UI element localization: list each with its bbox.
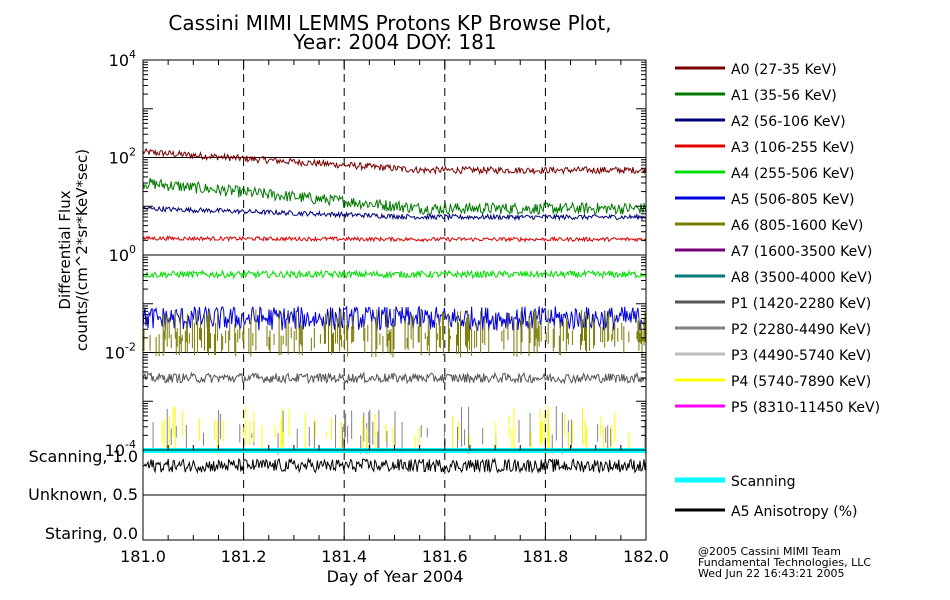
series-a0	[142, 147, 647, 176]
chart-subtitle: Year: 2004 DOY: 181	[292, 30, 496, 54]
lower-legend-label: Scanning	[731, 474, 796, 490]
y-tick-labels: 104 102 100 10-2 10-4	[105, 48, 136, 460]
y-axis-label-line2: counts/(cm^2*sr*KeV*sec)	[73, 149, 91, 351]
y-tick-label: 104	[109, 48, 136, 70]
legend-label: A6 (805-1600 KeV)	[731, 218, 863, 234]
series-layer	[142, 147, 647, 455]
legend: A0 (27-35 KeV) A1 (35-56 KeV) A2 (56-106 K…	[675, 62, 880, 416]
legend-label: P2 (2280-4490 KeV)	[731, 322, 871, 338]
footer-company: Fundamental Technologies, LLC	[698, 556, 871, 569]
x-tick-label: 181.0	[120, 547, 166, 566]
legend-label: P3 (4490-5740 KeV)	[731, 348, 871, 364]
tick-layer	[142, 60, 647, 540]
lower-series-layer	[142, 448, 647, 475]
legend-label: A2 (56-106 KeV)	[731, 114, 846, 130]
legend-label: P5 (8310-11450 KeV)	[731, 400, 880, 416]
lower-legend: Scanning A5 Anisotropy (%)	[675, 474, 858, 520]
series-p4	[161, 406, 630, 455]
series-a5-anisotropy	[142, 457, 647, 475]
lower-label-unknown: Unknown, 0.5	[28, 485, 138, 504]
y-tick-label: 102	[109, 146, 136, 168]
legend-label: P1 (1420-2280 KeV)	[731, 296, 871, 312]
series-a3	[142, 235, 647, 243]
y-tick-label: 100	[109, 243, 136, 265]
x-tick-label: 181.2	[221, 547, 267, 566]
legend-label: A8 (3500-4000 KeV)	[731, 270, 872, 286]
y-axis-label-line1: Differential Flux	[56, 190, 74, 309]
x-axis-label: Day of Year 2004	[327, 567, 464, 586]
lower-label-scanning: Scanning, 1.0	[29, 447, 138, 466]
x-tick-label: 182.0	[623, 547, 669, 566]
footer-copyright: @2005 Cassini MIMI Team	[698, 545, 841, 558]
series-a2	[142, 205, 647, 222]
legend-label: P4 (5740-7890 KeV)	[731, 374, 871, 390]
y-tick-label: 10-4	[105, 438, 136, 460]
series-a5	[142, 305, 647, 333]
legend-label: A7 (1600-3500 KeV)	[731, 244, 872, 260]
legend-label: A1 (35-56 KeV)	[731, 88, 837, 104]
x-tick-label: 181.4	[321, 547, 367, 566]
footer-timestamp: Wed Jun 22 16:43:21 2005	[698, 567, 845, 580]
lower-label-staring: Staring, 0.0	[45, 524, 138, 543]
x-tick-label: 181.8	[522, 547, 568, 566]
lower-legend-label: A5 Anisotropy (%)	[731, 504, 858, 520]
legend-label: A0 (27-35 KeV)	[731, 62, 837, 78]
x-tick-labels: 181.0 181.2 181.4 181.6 181.8 182.0	[120, 547, 669, 566]
y-tick-label: 10-2	[105, 341, 136, 363]
series-a1	[142, 177, 647, 216]
chart-title: Cassini MIMI LEMMS Protons KP Browse Plo…	[168, 11, 611, 35]
series-p1	[142, 371, 647, 385]
series-a4	[142, 269, 647, 280]
series-a6	[143, 308, 646, 358]
legend-label: A3 (106-255 KeV)	[731, 140, 854, 156]
legend-label: A4 (255-506 KeV)	[731, 166, 854, 182]
legend-label: A5 (506-805 KeV)	[731, 192, 854, 208]
x-tick-label: 181.6	[422, 547, 468, 566]
